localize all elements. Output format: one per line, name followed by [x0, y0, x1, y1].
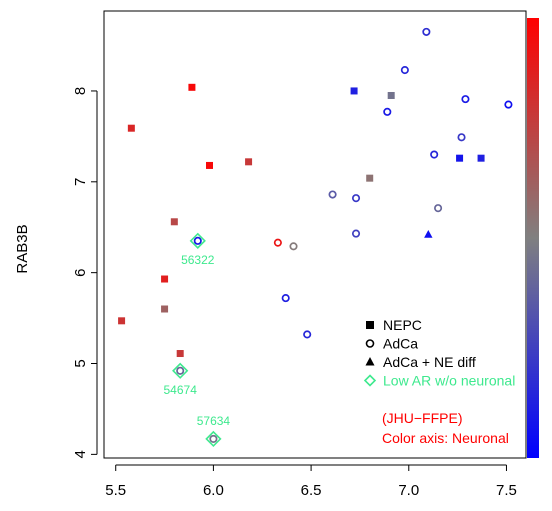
nepc-point	[161, 305, 169, 313]
colorbar	[527, 18, 539, 458]
data-points	[118, 27, 513, 448]
x-tick-label: 6.0	[203, 482, 224, 499]
low-ar-diamond	[172, 362, 189, 379]
nepc-point	[387, 91, 395, 99]
annotation-dataset: (JHU−FFPE)	[382, 410, 463, 426]
legend: NEPC AdCa AdCa + NE diff Low AR w/o neurona…	[363, 317, 515, 389]
adca-point	[273, 238, 282, 247]
low-ar-point	[176, 366, 185, 375]
y-axis: 4 5 6 7 8	[72, 87, 98, 459]
point-id-label: 56322	[181, 253, 215, 267]
low-ar-point	[209, 434, 218, 443]
adca-point	[422, 27, 431, 36]
adca-point	[328, 190, 337, 199]
nepc-point	[161, 275, 169, 283]
adca-point	[281, 294, 290, 303]
nepc-point	[118, 317, 126, 325]
legend-square-icon	[366, 321, 374, 329]
legend-circle-icon	[365, 339, 375, 348]
adca-point	[351, 229, 361, 238]
nepc-point	[170, 218, 178, 226]
legend-label: AdCa	[383, 336, 418, 352]
adca-point	[430, 150, 439, 159]
adca-ne-diff-point	[424, 230, 433, 238]
nepc-point	[127, 124, 135, 132]
nepc-point	[188, 83, 196, 91]
y-tick-label: 8	[72, 87, 89, 95]
nepc-point	[456, 154, 464, 162]
legend-label: Low AR w/o neuronal	[383, 373, 515, 389]
adca-point	[400, 66, 409, 75]
x-tick-label: 6.5	[301, 482, 322, 499]
nepc-point	[350, 87, 358, 95]
nepc-point	[176, 350, 184, 358]
x-tick-label: 7.5	[496, 482, 517, 499]
y-tick-label: 5	[72, 359, 89, 367]
point-id-label: 57634	[197, 414, 231, 428]
nepc-point	[206, 161, 213, 169]
nepc-point	[366, 174, 374, 182]
adca-point	[504, 100, 513, 109]
legend-diamond-icon	[363, 374, 377, 387]
x-axis: 5.5 6.0 6.5 7.0 7.5	[105, 464, 517, 499]
y-tick-label: 7	[72, 178, 89, 186]
x-tick-label: 5.5	[105, 482, 126, 499]
point-id-label: 54674	[164, 383, 198, 397]
y-tick-label: 4	[72, 450, 89, 458]
x-tick-label: 7.0	[398, 482, 419, 499]
legend-label: NEPC	[383, 317, 422, 333]
nepc-point	[245, 158, 253, 166]
adca-point	[461, 95, 470, 104]
adca-point	[434, 204, 443, 213]
nepc-point	[477, 154, 485, 162]
adca-point	[383, 107, 392, 116]
y-axis-label: RAB3B	[14, 224, 31, 273]
adca-point	[303, 330, 312, 339]
y-tick-label: 6	[72, 268, 89, 276]
legend-triangle-icon	[365, 357, 375, 366]
annotation-color-axis: Color axis: Neuronal	[382, 430, 509, 446]
adca-point	[289, 242, 298, 251]
adca-point	[457, 133, 466, 142]
point-labels: 56322 54674 57634	[164, 253, 231, 428]
low-ar-point	[193, 236, 202, 245]
low-ar-diamond	[205, 430, 222, 448]
low-ar-diamond	[189, 232, 206, 249]
legend-label: AdCa + NE diff	[383, 354, 476, 370]
plot-frame	[103, 10, 527, 459]
adca-point	[351, 194, 361, 203]
